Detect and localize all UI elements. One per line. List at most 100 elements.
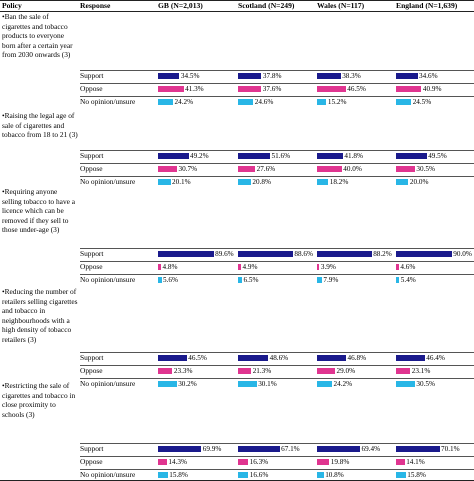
- gb-oppose-value: 41.3%: [185, 85, 204, 93]
- row-divider: [80, 456, 474, 457]
- gb-support-value: 69.9%: [202, 445, 222, 453]
- wales-oppose-value: 3.9%: [320, 263, 336, 271]
- gb-no-opinion-cell: 24.2%: [158, 97, 236, 107]
- england-oppose-value: 23.1%: [411, 367, 431, 375]
- gb-support-value: 89.6%: [215, 250, 234, 258]
- england-oppose-bar: [396, 86, 422, 92]
- wales-oppose-cell: 19.8%: [317, 457, 395, 467]
- wales-no-opinion-bar: [317, 99, 327, 105]
- gb-no-opinion-cell: 30.2%: [158, 379, 236, 389]
- response-label-no-opinion: No opinion/unsure: [80, 177, 136, 186]
- gb-support-cell: 49.2%: [158, 151, 236, 161]
- england-oppose-value: 4.6%: [400, 263, 416, 271]
- gb-support-bar: [158, 446, 202, 452]
- england-support-value: 90.0%: [453, 250, 472, 258]
- row-divider: [80, 70, 474, 71]
- england-support-cell: 49.5%: [396, 151, 474, 161]
- wales-support-value: 46.8%: [347, 354, 367, 362]
- england-support-bar: [396, 251, 452, 257]
- policy-label: •Requiring anyone selling tobacco to hav…: [2, 187, 76, 235]
- england-support-bar: [396, 153, 427, 159]
- wales-no-opinion-cell: 10.8%: [317, 470, 395, 480]
- gb-support-bar: [158, 73, 180, 79]
- england-support-value: 49.5%: [428, 152, 447, 160]
- gb-oppose-cell: 14.3%: [158, 457, 236, 467]
- england-no-opinion-cell: 20.0%: [396, 177, 474, 187]
- wales-no-opinion-value: 10.8%: [325, 471, 344, 479]
- wales-oppose-cell: 3.9%: [317, 262, 395, 272]
- gb-no-opinion-cell: 20.1%: [158, 177, 236, 187]
- england-support-bar: [396, 73, 418, 79]
- scotland-support-value: 51.6%: [271, 152, 291, 160]
- gb-support-bar: [158, 251, 214, 257]
- wales-support-cell: 69.4%: [317, 444, 395, 454]
- scotland-no-opinion-value: 6.5%: [243, 276, 259, 284]
- gb-no-opinion-value: 20.1%: [172, 178, 191, 186]
- wales-support-value: 38.3%: [342, 72, 361, 80]
- england-oppose-cell: 14.1%: [396, 457, 474, 467]
- gb-support-value: 46.5%: [188, 354, 207, 362]
- wales-no-opinion-value: 15.2%: [327, 98, 347, 106]
- england-support-cell: 34.6%: [396, 71, 474, 81]
- row-divider: [80, 261, 474, 262]
- england-oppose-cell: 23.1%: [396, 366, 474, 376]
- response-label-oppose: Oppose: [80, 84, 103, 93]
- response-label-support: Support: [80, 353, 104, 362]
- england-no-opinion-bar: [396, 472, 406, 478]
- wales-no-opinion-bar: [317, 381, 332, 387]
- wales-support-value: 41.8%: [344, 152, 363, 160]
- wales-no-opinion-cell: 15.2%: [317, 97, 395, 107]
- scotland-no-opinion-bar: [238, 179, 251, 185]
- scotland-oppose-cell: 27.6%: [238, 164, 316, 174]
- wales-oppose-value: 46.5%: [347, 85, 366, 93]
- wales-oppose-cell: 29.0%: [317, 366, 395, 376]
- scotland-oppose-value: 21.3%: [252, 367, 272, 375]
- scotland-no-opinion-bar: [238, 277, 242, 283]
- gb-oppose-value: 14.3%: [168, 458, 187, 466]
- wales-support-bar: [317, 153, 343, 159]
- england-no-opinion-cell: 24.5%: [396, 97, 474, 107]
- gb-no-opinion-bar: [158, 381, 177, 387]
- row-divider: [80, 176, 474, 177]
- england-support-cell: 70.1%: [396, 444, 474, 454]
- wales-support-cell: 88.2%: [317, 249, 395, 259]
- england-support-value: 70.1%: [441, 445, 460, 453]
- wales-no-opinion-cell: 18.2%: [317, 177, 395, 187]
- wales-support-cell: 38.3%: [317, 71, 395, 81]
- scotland-no-opinion-bar: [238, 99, 254, 105]
- england-oppose-bar: [396, 264, 399, 270]
- england-no-opinion-value: 5.4%: [400, 276, 416, 284]
- gb-no-opinion-value: 5.6%: [163, 276, 178, 284]
- wales-support-value: 69.4%: [361, 445, 381, 453]
- gb-no-opinion-bar: [158, 472, 168, 478]
- gb-support-value: 49.2%: [190, 152, 209, 160]
- gb-no-opinion-bar: [158, 99, 173, 105]
- england-oppose-bar: [396, 459, 405, 465]
- scotland-oppose-bar: [238, 264, 241, 270]
- response-label-support: Support: [80, 71, 104, 80]
- scotland-oppose-cell: 37.6%: [238, 84, 316, 94]
- scotland-support-bar: [238, 251, 293, 257]
- table-top-rule: [0, 0, 474, 1]
- gb-no-opinion-cell: 15.8%: [158, 470, 236, 480]
- wales-no-opinion-value: 7.9%: [323, 276, 339, 284]
- gb-support-cell: 89.6%: [158, 249, 236, 259]
- scotland-oppose-bar: [238, 86, 262, 92]
- scotland-oppose-value: 37.6%: [262, 85, 282, 93]
- scotland-oppose-bar: [238, 166, 256, 172]
- response-label-support: Support: [80, 249, 104, 258]
- header-bottom-rule: [0, 11, 474, 12]
- response-label-support: Support: [80, 444, 104, 453]
- england-no-opinion-bar: [396, 277, 400, 283]
- wales-no-opinion-cell: 7.9%: [317, 275, 395, 285]
- response-label-support: Support: [80, 151, 104, 160]
- england-oppose-bar: [396, 166, 415, 172]
- wales-oppose-cell: 46.5%: [317, 84, 395, 94]
- wales-support-cell: 41.8%: [317, 151, 395, 161]
- wales-oppose-bar: [317, 166, 342, 172]
- scotland-support-cell: 88.6%: [238, 249, 316, 259]
- gb-oppose-cell: 41.3%: [158, 84, 236, 94]
- scotland-no-opinion-cell: 20.8%: [238, 177, 316, 187]
- scotland-no-opinion-value: 20.8%: [252, 178, 271, 186]
